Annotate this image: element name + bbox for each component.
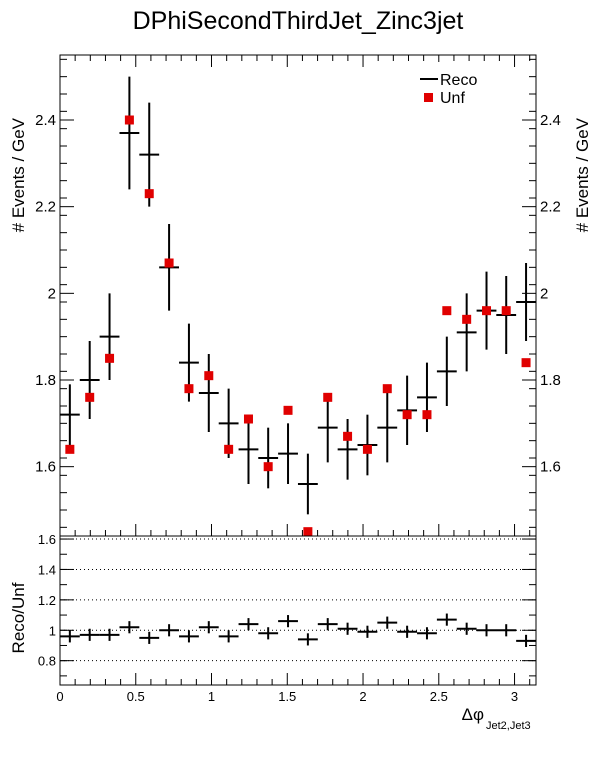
top-y-tick-label-right: 1.8 [540,372,561,389]
x-axis-title: Δφ Jet2,Jet3 [462,705,531,732]
top-panel: 1.6 1.6 1.8 1.8 2 2 2.2 2.2 2.4 2.4 # Events / Ge… [9,54,592,537]
top-y-axis-title-right: # Events / GeV [573,117,592,232]
x-axis-title-main: Δφ [462,705,484,724]
bottom-y-tick-label: 0.8 [38,654,56,669]
x-tick-label: 0.5 [127,689,145,704]
top-y-tick-label-right: 1.6 [540,459,561,476]
unf-point [204,371,214,381]
unf-point [402,410,412,420]
unf-point [482,306,492,316]
x-tick-label: 2 [359,689,366,704]
unf-point [283,405,293,415]
top-y-tick-label-right: 2.2 [540,199,561,216]
x-tick-label: 1 [208,689,215,704]
unf-point [462,314,472,324]
x-tick-label: 2.5 [430,689,448,704]
unf-point [85,392,95,402]
bottom-ticks: 0.8 1 1.2 1.4 1.6 0 0.5 1 1.5 2 2.5 3 [38,532,536,704]
x-tick-label: 0 [56,689,63,704]
unf-point [184,384,194,394]
bottom-y-axis-title: Reco/Unf [9,582,28,653]
bottom-gridlines [60,538,536,662]
bottom-y-tick-label: 1.4 [38,562,56,577]
unf-point [224,444,234,454]
bottom-y-tick-label: 1.2 [38,593,56,608]
bottom-panel: 0.8 1 1.2 1.4 1.6 0 0.5 1 1.5 2 2.5 3 Reco/Unf [9,532,537,704]
unf-point [501,306,511,316]
legend: Reco Unf [415,62,485,110]
unf-point [124,115,134,125]
top-ticks: 1.6 1.6 1.8 1.8 2 2 2.2 2.2 2.4 2.4 [35,55,561,536]
unf-point [422,410,432,420]
chart-title: DPhiSecondThirdJet_Zinc3jet [133,7,464,35]
top-y-tick-label-left: 1.8 [35,372,56,389]
unf-point [343,431,353,441]
top-y-tick-label-right: 2 [540,285,548,302]
unf-point [263,462,273,472]
unf-point [164,258,174,268]
unf-point [144,189,154,199]
unf-point [243,414,253,424]
top-y-tick-label-left: 2 [48,285,56,302]
unf-point [442,306,452,316]
unf-point [303,527,313,537]
unf-point [362,444,372,454]
top-plot-frame [59,54,537,537]
unf-point [382,384,392,394]
top-y-axis-title-left: # Events / GeV [9,117,28,232]
bottom-y-tick-label: 1 [49,623,56,638]
bottom-data [59,613,536,647]
bottom-plot-frame [59,535,537,686]
top-data [59,76,536,537]
x-tick-label: 1.5 [278,689,296,704]
top-y-tick-label-left: 2.2 [35,199,56,216]
x-axis-title-subscript: Jet2,Jet3 [486,720,531,732]
unf-point [323,392,333,402]
x-tick-label: 3 [511,689,518,704]
top-y-tick-label-right: 2.4 [540,112,561,129]
bottom-y-tick-label: 1.6 [38,532,56,547]
legend-unf-marker [424,93,433,102]
legend-unf-label: Unf [440,90,465,107]
top-y-tick-label-left: 2.4 [35,112,56,129]
legend-reco-label: Reco [440,72,477,89]
top-y-tick-label-left: 1.6 [35,459,56,476]
unf-point [521,358,531,368]
unf-point [105,353,115,363]
unf-point [65,444,75,454]
